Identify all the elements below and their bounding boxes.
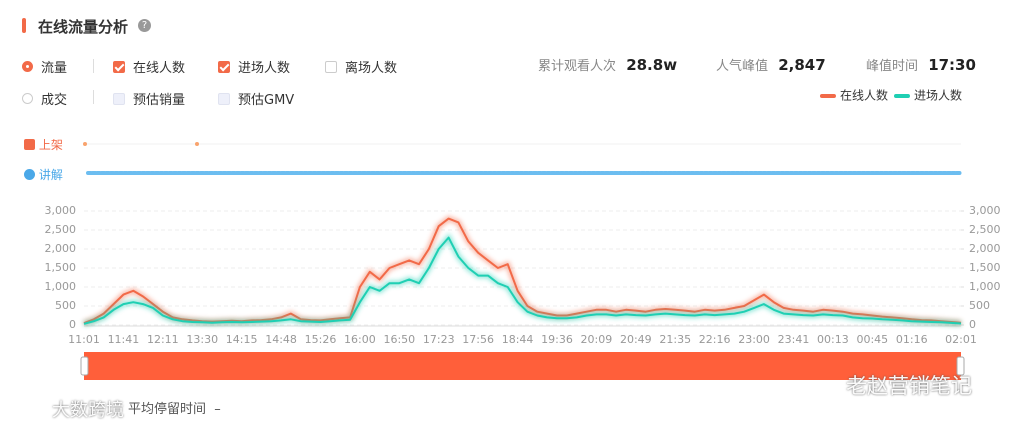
track-label: 上架 [24, 136, 63, 153]
stat-value: 2,847 [778, 56, 826, 74]
x-tick-label: 20:49 [620, 333, 652, 346]
stat-label: 累计观看人次 [538, 59, 617, 74]
stat: 人气峰值 2,847 [716, 55, 826, 74]
track-text: 讲解 [38, 168, 63, 182]
checkbox[interactable]: 预估销量 [113, 89, 185, 108]
scroll-handle[interactable] [956, 356, 965, 376]
help-icon[interactable]: ? [138, 19, 151, 32]
scrollbar[interactable] [84, 352, 961, 380]
y2-tick-label: 0 [969, 318, 976, 331]
separator [93, 90, 94, 104]
footer-label: 平均停留时间 [128, 402, 207, 417]
y2-tick-label: 3,000 [969, 204, 1001, 217]
x-tick-label: 18:44 [502, 333, 534, 346]
stat-label: 人气峰值 [716, 59, 769, 74]
separator [93, 59, 94, 73]
x-tick-label: 23:41 [778, 333, 810, 346]
y-tick-label: 1,500 [45, 261, 77, 274]
legend-swatch [819, 94, 836, 98]
title: 在线流量分析 [38, 18, 129, 36]
legend-label: 在线人数 [840, 88, 888, 103]
stat: 累计观看人次 28.8w [538, 55, 677, 74]
footer-stat: 平均停留时间 – [128, 398, 221, 417]
checkbox-label: 进场人数 [238, 61, 291, 76]
x-tick-label: 16:50 [383, 333, 415, 346]
checkbox-label: 预估销量 [133, 93, 186, 108]
stat-value: 17:30 [928, 56, 976, 74]
track-dot [195, 142, 199, 146]
radio[interactable]: 成交 [22, 89, 67, 108]
track-dot [83, 142, 87, 146]
checkbox[interactable]: 预估GMV [218, 89, 294, 108]
x-tick-label: 00:13 [817, 333, 849, 346]
series-line [83, 236, 962, 325]
x-tick-label: 23:00 [738, 333, 770, 346]
x-tick-label: 17:56 [462, 333, 494, 346]
y2-tick-label: 1,000 [969, 280, 1001, 293]
radio-label: 成交 [41, 93, 68, 108]
checkbox[interactable]: 离场人数 [325, 57, 397, 76]
x-tick-label: 12:11 [147, 333, 179, 346]
x-tick-label: 21:35 [659, 333, 691, 346]
legend-swatch [893, 94, 910, 98]
accent [22, 18, 26, 33]
stat: 峰值时间 17:30 [866, 55, 976, 74]
checkbox[interactable]: 进场人数 [218, 57, 290, 76]
x-tick-label: 19:36 [541, 333, 573, 346]
track-text: 上架 [38, 138, 63, 152]
checkbox-label: 离场人数 [345, 61, 398, 76]
x-tick-label: 17:23 [423, 333, 455, 346]
y2-tick-label: 1,500 [969, 261, 1001, 274]
x-tick-label: 01:16 [896, 333, 928, 346]
y-tick-label: 2,500 [45, 223, 77, 236]
x-tick-label: 20:09 [581, 333, 613, 346]
x-tick-label: 14:15 [226, 333, 258, 346]
y2-tick-label: 2,500 [969, 223, 1001, 236]
y-tick-label: 1,000 [45, 280, 77, 293]
x-tick-label: 11:01 [68, 333, 100, 346]
x-tick-label: 11:41 [108, 333, 140, 346]
x-tick-label: 02:01 [945, 333, 977, 346]
x-tick-label: 14:48 [265, 333, 297, 346]
footer-value: – [214, 402, 221, 417]
x-tick-label: 15:26 [305, 333, 337, 346]
x-tick-label: 22:16 [699, 333, 731, 346]
y-tick-label: 3,000 [45, 204, 77, 217]
checkbox[interactable]: 在线人数 [113, 57, 185, 76]
radio-label: 流量 [41, 61, 68, 76]
scroll-handle[interactable] [80, 356, 89, 376]
checkbox-label: 在线人数 [133, 61, 186, 76]
stat-label: 峰值时间 [866, 59, 919, 74]
checkbox-label: 预估GMV [238, 93, 295, 108]
x-tick-label: 13:30 [186, 333, 218, 346]
y-tick-label: 0 [69, 318, 76, 331]
track-label: 讲解 [24, 166, 63, 183]
x-tick-label: 00:45 [856, 333, 888, 346]
y-tick-label: 2,000 [45, 242, 77, 255]
radio[interactable]: 流量 [22, 57, 67, 76]
watermark: 老赵营销笔记 [846, 374, 972, 398]
y-tick-label: 500 [55, 299, 76, 312]
x-tick-label: 16:00 [344, 333, 376, 346]
watermark: 大数跨境 [52, 400, 124, 421]
legend-label: 进场人数 [914, 88, 962, 103]
y2-tick-label: 2,000 [969, 242, 1001, 255]
stat-value: 28.8w [626, 56, 678, 74]
y2-tick-label: 500 [969, 299, 990, 312]
